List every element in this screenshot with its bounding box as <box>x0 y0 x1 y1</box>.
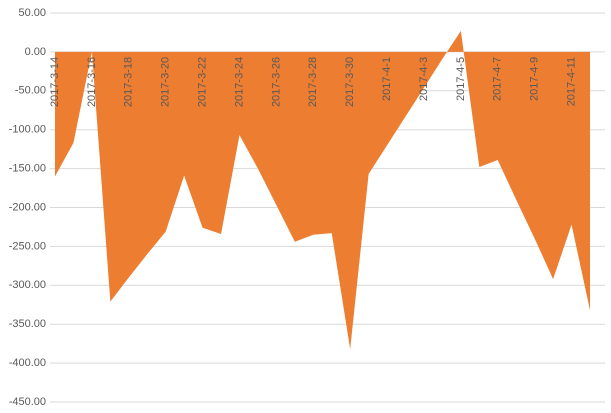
x-tick-label: 2017-3-28 <box>307 57 319 107</box>
x-tick-label: 2017-3-30 <box>344 57 356 107</box>
y-tick-label: -100.00 <box>9 124 46 136</box>
y-tick-label: -150.00 <box>9 163 46 175</box>
x-tick-label: 2017-3-20 <box>160 57 172 107</box>
y-tick-label: -400.00 <box>9 357 46 369</box>
area <box>55 30 590 350</box>
y-tick-label: -250.00 <box>9 240 46 252</box>
y-tick-label: -50.00 <box>15 85 46 97</box>
x-tick-label: 2017-4-1 <box>381 57 393 101</box>
x-tick-label: 2017-4-9 <box>529 57 541 101</box>
x-tick-label: 2017-3-16 <box>86 57 98 107</box>
x-tick-label: 2017-4-3 <box>418 57 430 101</box>
y-tick-label: 0.00 <box>25 46 46 58</box>
x-tick-label: 2017-3-24 <box>233 57 245 107</box>
x-tick-label: 2017-3-22 <box>196 57 208 107</box>
y-tick-label: -350.00 <box>9 318 46 330</box>
x-tick-label: 2017-3-26 <box>270 57 282 107</box>
x-tick-label: 2017-3-18 <box>123 57 135 107</box>
y-tick-label: -450.00 <box>9 396 46 408</box>
x-tick-label: 2017-4-11 <box>565 57 577 106</box>
x-tick-label: 2017-4-7 <box>492 57 504 101</box>
x-tick-label: 2017-4-5 <box>455 57 467 101</box>
x-tick-label: 2017-3-14 <box>49 57 61 107</box>
y-tick-label: 50.00 <box>18 7 46 19</box>
y-tick-label: -300.00 <box>9 279 46 291</box>
y-tick-label: -200.00 <box>9 201 46 213</box>
